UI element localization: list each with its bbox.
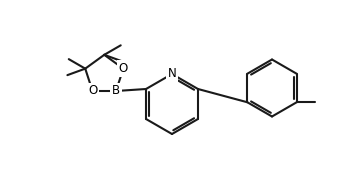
Text: B: B [112, 84, 120, 98]
Text: O: O [88, 84, 97, 98]
Text: O: O [119, 62, 128, 75]
Text: N: N [168, 68, 176, 80]
